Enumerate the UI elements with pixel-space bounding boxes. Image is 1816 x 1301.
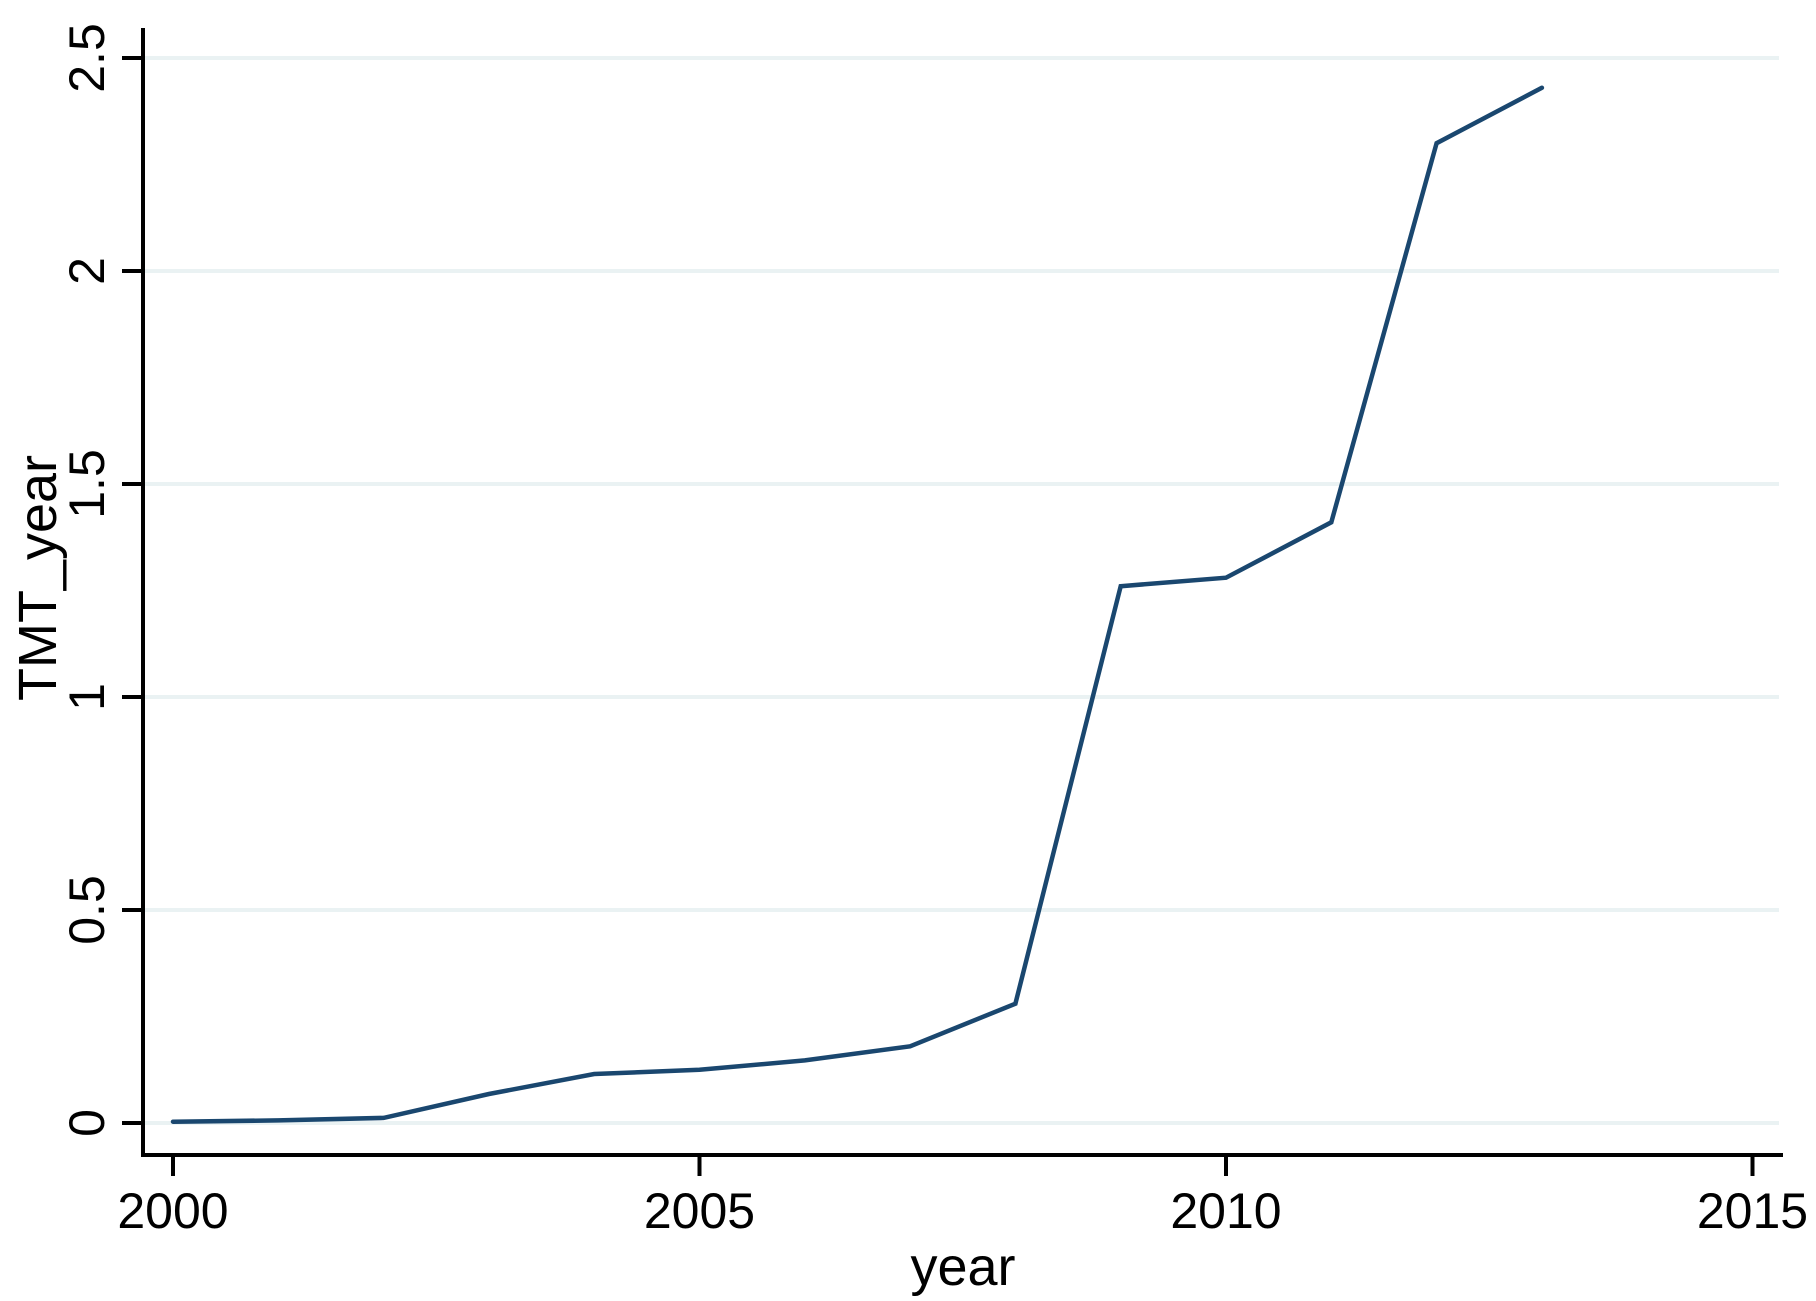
series-line [170, 85, 1545, 1124]
y-tick-label: 1 [59, 683, 115, 711]
series-layer [170, 85, 1545, 1124]
y-tick-label: 1.5 [59, 449, 115, 519]
y-tick-label: 2 [59, 257, 115, 285]
y-tick-label: 0 [59, 1109, 115, 1137]
tick-label-layer: 0 0.5 1 1.5 2 2.5 2000 2005 2010 2015 [59, 23, 1808, 1239]
y-axis-title: TMT_year [8, 455, 68, 701]
x-tick-label: 2000 [117, 1183, 228, 1239]
x-tick-label: 2005 [644, 1183, 755, 1239]
x-axis-title: year [910, 1237, 1015, 1297]
y-tick-label: 2.5 [59, 23, 115, 93]
y-tick-label: 0.5 [59, 875, 115, 945]
x-tick-label: 2010 [1170, 1183, 1281, 1239]
axis-layer [122, 28, 1783, 1176]
x-tick-label: 2015 [1697, 1183, 1808, 1239]
grid-layer [145, 56, 1779, 1125]
